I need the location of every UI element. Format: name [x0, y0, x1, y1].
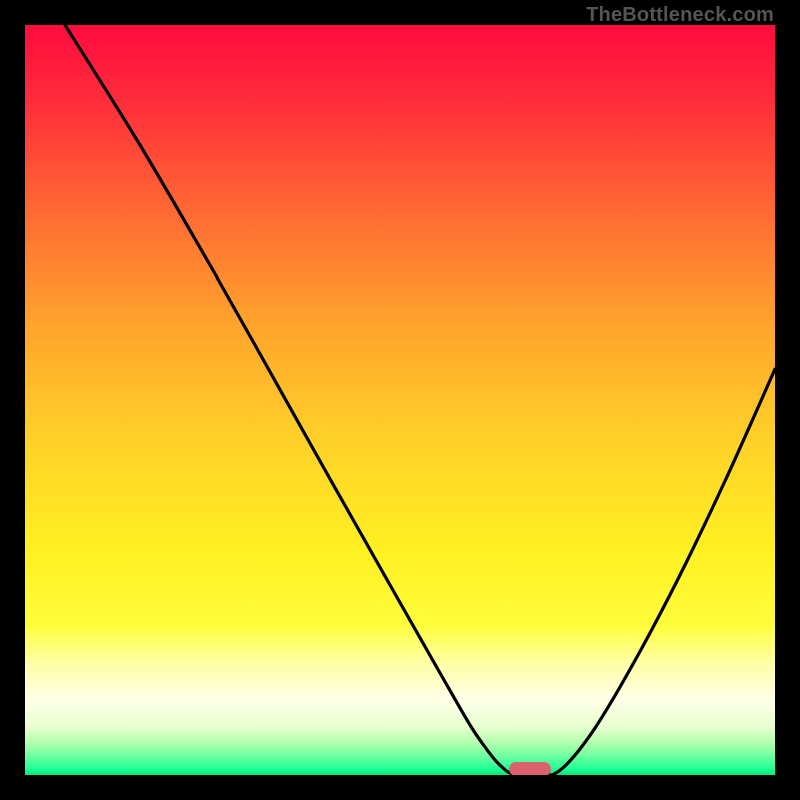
- watermark-label: TheBottleneck.com: [586, 4, 774, 27]
- bottleneck-curve: [25, 25, 775, 775]
- optimum-marker: [509, 762, 551, 775]
- plot-area: [25, 25, 775, 775]
- chart-frame: TheBottleneck.com: [0, 0, 800, 800]
